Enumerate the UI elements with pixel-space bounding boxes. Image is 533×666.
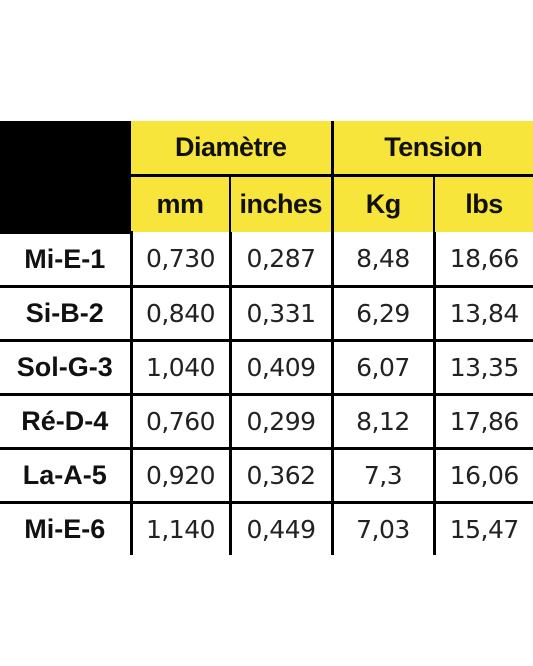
table-row: La-A-5 0,920 0,362 7,3 16,06	[0, 448, 533, 504]
lbs-cell: 17,86	[432, 394, 533, 450]
mm-unit-header: mm	[131, 175, 230, 232]
inches-cell: 0,287	[228, 232, 332, 288]
string-name-cell: Sol-G-3	[0, 340, 131, 396]
table-row: Si-B-2 0,840 0,331 6,29 13,84	[0, 286, 533, 342]
table-body: Mi-E-1 0,730 0,287 8,48 18,66 Si-B-2 0,8…	[0, 232, 533, 555]
lbs-cell: 16,06	[432, 448, 533, 504]
inches-cell: 0,299	[228, 394, 332, 450]
string-name-cell: Mi-E-6	[24, 513, 106, 544]
table-row: Ré-D-4 0,760 0,299 8,12 17,86	[0, 394, 533, 450]
inches-cell: 0,331	[228, 286, 332, 342]
kg-cell: 7,3	[330, 448, 434, 504]
kg-cell: 8,48	[330, 232, 434, 288]
mm-cell: 0,730	[129, 232, 230, 288]
mm-cell: 0,920	[129, 448, 230, 504]
header-corner-cell	[0, 121, 131, 234]
string-spec-table: Diamètre Tension mm inches Kg lbs Mi-E-1…	[0, 121, 533, 555]
string-name-cell: Mi-E-1	[0, 232, 131, 288]
string-name-cell: Si-B-2	[0, 286, 131, 342]
lbs-cell: 13,35	[432, 340, 533, 396]
inches-cell: 0,449	[228, 502, 332, 555]
kg-cell: 6,29	[330, 286, 434, 342]
header-group-row: Diamètre Tension	[0, 121, 533, 234]
tension-group-header: Tension	[330, 121, 533, 177]
mm-cell: 1,040	[129, 340, 230, 396]
string-name-cell: La-A-5	[0, 448, 131, 504]
header-unit-row: mm inches Kg lbs	[0, 175, 533, 232]
table-row: Mi-E-6 1,140 0,449 7,03 15,47	[0, 502, 533, 555]
mm-cell: 1,140	[129, 502, 230, 555]
table-row: Mi-E-1 0,730 0,287 8,48 18,66	[0, 232, 533, 288]
mm-cell: 0,760	[129, 394, 230, 450]
lbs-cell: 18,66	[432, 232, 533, 288]
inches-unit-header: inches	[229, 175, 332, 232]
lbs-unit-header: lbs	[432, 175, 533, 232]
lbs-cell: 13,84	[432, 286, 533, 342]
inches-cell: 0,409	[228, 340, 332, 396]
mm-cell: 0,840	[129, 286, 230, 342]
kg-cell: 7,03	[330, 502, 434, 555]
kg-cell: 6,07	[330, 340, 434, 396]
diameter-group-header: Diamètre	[131, 121, 332, 177]
table-row: Sol-G-3 1,040 0,409 6,07 13,35	[0, 340, 533, 396]
kg-unit-header: Kg	[330, 175, 434, 232]
kg-cell: 8,12	[330, 394, 434, 450]
table-header: Diamètre Tension mm inches Kg lbs	[0, 121, 533, 234]
string-name-cell: Ré-D-4	[0, 394, 131, 450]
lbs-cell: 15,47	[432, 502, 533, 555]
inches-cell: 0,362	[228, 448, 332, 504]
